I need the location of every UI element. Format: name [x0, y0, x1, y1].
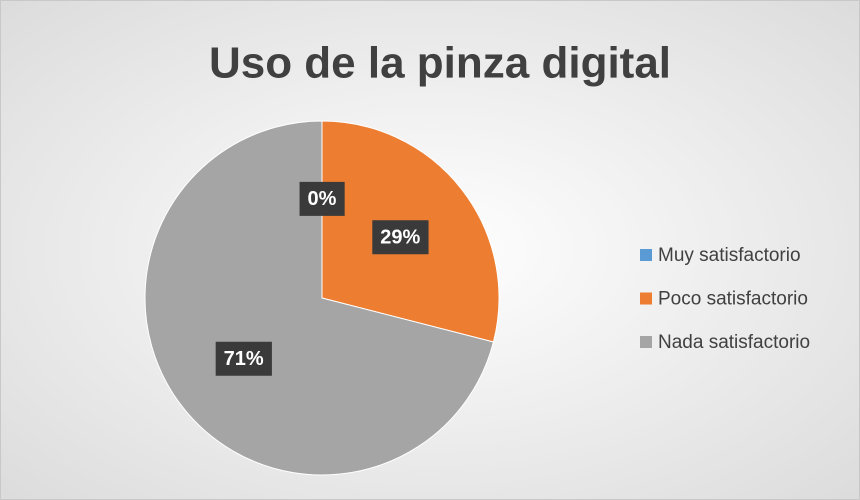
legend-label: Muy satisfactorio [658, 245, 801, 266]
pie-slice [144, 120, 495, 476]
legend-swatch [640, 336, 652, 348]
legend-swatch [640, 292, 652, 305]
legend-label: Poco satisfactorio [658, 289, 808, 310]
data-label: 71% [224, 348, 264, 370]
data-label: 29% [380, 227, 420, 249]
data-label-box [299, 181, 345, 216]
legend-swatch [640, 249, 652, 261]
legend-label: Nada satisfactorio [658, 332, 810, 353]
data-label: 0% [308, 188, 337, 210]
chart-title: Uso de la pinza digital [209, 39, 671, 88]
data-label-box [372, 220, 429, 255]
data-label-box [215, 341, 272, 376]
